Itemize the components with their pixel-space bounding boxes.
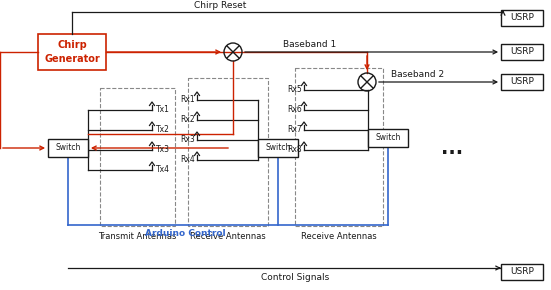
Text: Rx2: Rx2: [180, 115, 195, 124]
Text: USRP: USRP: [510, 267, 534, 276]
Text: Chirp: Chirp: [57, 40, 87, 50]
Text: Rx5: Rx5: [287, 84, 302, 93]
Text: Receive Antennas: Receive Antennas: [190, 232, 266, 241]
Text: Switch: Switch: [375, 133, 401, 142]
Bar: [100, 88, 175, 226]
Bar: [501, 10, 543, 26]
Text: Transmit Antennas: Transmit Antennas: [98, 232, 177, 241]
Text: Baseband 2: Baseband 2: [391, 70, 445, 79]
Text: Receive Antennas: Receive Antennas: [301, 232, 377, 241]
Text: Tx2: Tx2: [156, 124, 170, 133]
Bar: [295, 68, 383, 226]
Bar: [501, 74, 543, 90]
Text: Chirp Reset: Chirp Reset: [194, 1, 246, 10]
Text: Rx4: Rx4: [180, 155, 195, 164]
Text: USRP: USRP: [510, 77, 534, 86]
Text: Control Signals: Control Signals: [261, 273, 329, 282]
Text: Rx8: Rx8: [288, 144, 302, 153]
Text: Switch: Switch: [55, 144, 80, 153]
Text: Baseband 1: Baseband 1: [283, 40, 337, 49]
Text: Rx1: Rx1: [180, 95, 195, 104]
Text: Tx4: Tx4: [156, 164, 170, 173]
Bar: [48, 139, 88, 157]
Text: Rx7: Rx7: [287, 124, 302, 133]
Bar: [258, 139, 298, 157]
Text: Tx1: Tx1: [156, 104, 170, 113]
Bar: [501, 264, 543, 280]
Bar: [188, 78, 268, 226]
Bar: [368, 129, 408, 147]
Text: Switch: Switch: [266, 144, 291, 153]
Bar: [38, 34, 106, 70]
Text: USRP: USRP: [510, 48, 534, 57]
Text: Arduino Control: Arduino Control: [145, 229, 225, 238]
Text: Tx3: Tx3: [156, 144, 170, 153]
Text: ...: ...: [441, 139, 463, 157]
Text: Generator: Generator: [44, 54, 100, 64]
Text: USRP: USRP: [510, 14, 534, 23]
Text: Rx3: Rx3: [180, 135, 195, 144]
Text: Rx6: Rx6: [287, 104, 302, 113]
Bar: [501, 44, 543, 60]
